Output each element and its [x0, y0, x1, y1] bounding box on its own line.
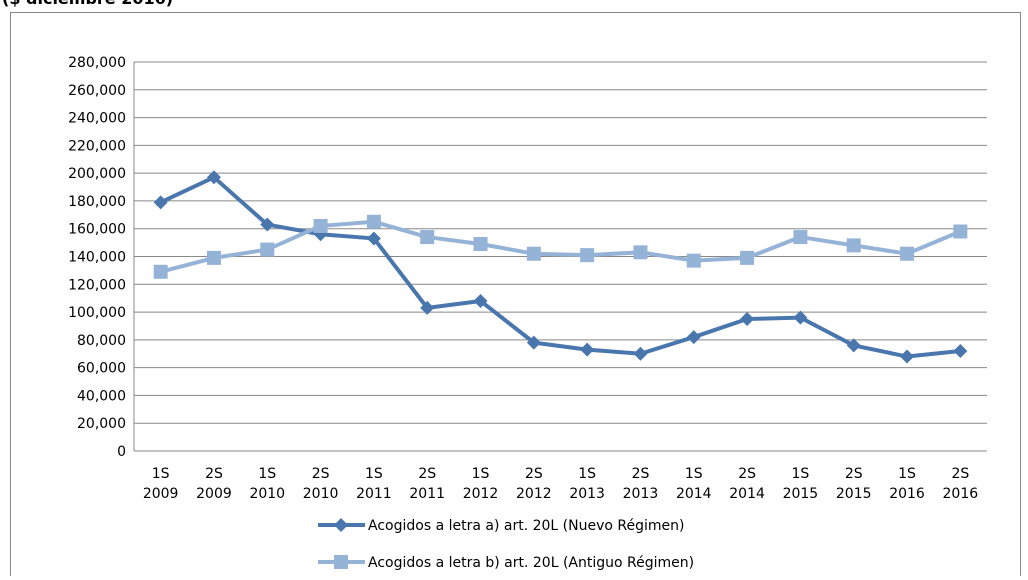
marker: [473, 293, 488, 308]
marker: [526, 246, 541, 261]
marker: [900, 246, 915, 261]
y-tick-label: 40,000: [77, 388, 126, 404]
marker: [633, 346, 648, 361]
series-line: [160, 219, 962, 274]
y-tick-label: 240,000: [68, 111, 126, 127]
marker: [153, 264, 168, 279]
x-tick-label: 2S 2011: [409, 466, 445, 502]
marker: [334, 555, 348, 569]
chart-title: ($ diciembre 2016): [2, 0, 173, 8]
marker: [526, 335, 541, 350]
marker: [260, 242, 275, 257]
legend-label: Acogidos a letra b) art. 20L (Antiguo Ré…: [368, 555, 694, 571]
marker: [580, 342, 595, 357]
y-tick-label: 280,000: [68, 55, 126, 71]
y-tick-label: 220,000: [68, 138, 126, 154]
x-tick-label: 2S 2012: [516, 466, 552, 502]
marker: [740, 250, 755, 265]
x-tick-label: 1S 2010: [249, 466, 285, 502]
y-tick-label: 260,000: [68, 83, 126, 99]
marker: [846, 338, 861, 353]
series-line: [159, 175, 961, 359]
marker: [420, 230, 435, 245]
marker: [334, 518, 348, 532]
marker: [260, 217, 275, 232]
x-tick-label: 2S 2009: [196, 466, 232, 502]
marker: [420, 300, 435, 315]
y-tick-label: 160,000: [68, 222, 126, 238]
marker: [153, 195, 168, 210]
y-tick-label: 20,000: [77, 416, 126, 432]
legend-label: Acogidos a letra a) art. 20L (Nuevo Régi…: [368, 518, 684, 534]
x-tick-label: 1S 2014: [676, 466, 712, 502]
y-tick-label: 100,000: [68, 305, 126, 321]
marker: [206, 170, 221, 185]
marker: [900, 349, 915, 364]
marker: [206, 250, 221, 265]
x-tick-label: 1S 2012: [463, 466, 499, 502]
y-tick-label: 80,000: [77, 333, 126, 349]
marker: [366, 214, 381, 229]
marker: [580, 248, 595, 263]
marker: [686, 330, 701, 345]
y-tick-label: 120,000: [68, 277, 126, 293]
x-tick-label: 2S 2010: [303, 466, 339, 502]
y-tick-label: 200,000: [68, 166, 126, 182]
x-tick-label: 1S 2013: [569, 466, 605, 502]
marker: [846, 238, 861, 253]
y-tick-label: 140,000: [68, 250, 126, 266]
marker: [686, 253, 701, 268]
y-tick-label: 0: [117, 444, 126, 460]
marker: [633, 245, 648, 260]
chart-frame: [10, 12, 1021, 580]
x-tick-label: 1S 2016: [889, 466, 925, 502]
marker: [313, 218, 328, 233]
marker: [473, 236, 488, 251]
marker: [953, 224, 968, 239]
x-tick-label: 2S 2013: [623, 466, 659, 502]
marker: [953, 343, 968, 358]
x-tick-label: 1S 2011: [356, 466, 392, 502]
x-tick-label: 2S 2015: [836, 466, 872, 502]
x-tick-label: 1S 2009: [143, 466, 179, 502]
y-tick-label: 180,000: [68, 194, 126, 210]
marker: [366, 231, 381, 246]
x-tick-label: 2S 2014: [729, 466, 765, 502]
x-tick-label: 1S 2015: [783, 466, 819, 502]
x-tick-label: 2S 2016: [943, 466, 979, 502]
marker: [793, 230, 808, 245]
marker: [740, 312, 755, 327]
marker: [793, 310, 808, 325]
y-tick-label: 60,000: [77, 361, 126, 377]
